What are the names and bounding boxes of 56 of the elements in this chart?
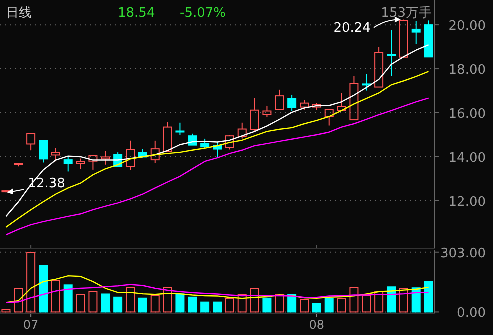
bar [163,287,172,313]
y-tick-label: 12.00 [448,194,486,210]
line-series [6,71,430,228]
bar [14,288,24,313]
candlestick [64,156,73,172]
bar [2,309,11,313]
bar [300,299,309,313]
bar [362,296,372,313]
y-tick-label: 303.00 [440,246,486,262]
bar [51,280,60,313]
bar [312,303,322,313]
candlestick [76,158,86,170]
text: 日线 [6,6,32,21]
bar [39,265,48,313]
bar [374,291,384,313]
bar [225,298,234,313]
bar [262,298,272,313]
bar [64,284,73,313]
bar [188,296,198,313]
bar [213,302,222,313]
candlestick [150,140,160,164]
y-tick-label: 16.00 [448,107,486,122]
bar [238,294,247,313]
candlestick [126,140,135,170]
annotation: 153万手 [381,6,432,21]
bar [324,298,334,313]
y-tick-label: 14.00 [448,150,486,166]
bar [138,298,148,313]
line-series [6,284,430,304]
y-tick-label: 18.00 [448,63,486,78]
bar [399,288,408,313]
bar [126,287,135,313]
bar [275,294,284,313]
bar [424,281,434,313]
bar [114,296,123,313]
y-tick-label: 20.00 [448,19,486,34]
candlestick [387,30,396,77]
bar [76,294,86,313]
bar [337,298,346,313]
x-tick-label: 08 [309,318,325,332]
bar [200,302,210,313]
x-tick-label: 07 [23,318,39,332]
bar [101,294,110,313]
bar [150,295,160,313]
bar [350,287,359,313]
bar [288,294,297,313]
annotation: -5.07% [180,6,226,21]
bar [88,291,98,313]
annotation: 20.24 [334,20,371,36]
bar [26,252,36,313]
bar [250,288,260,313]
bar [176,294,185,313]
candlestick [412,20,421,45]
y-tick-label: 0.00 [457,306,486,322]
annotation: 18.54 [118,6,156,21]
line-series [6,98,430,236]
